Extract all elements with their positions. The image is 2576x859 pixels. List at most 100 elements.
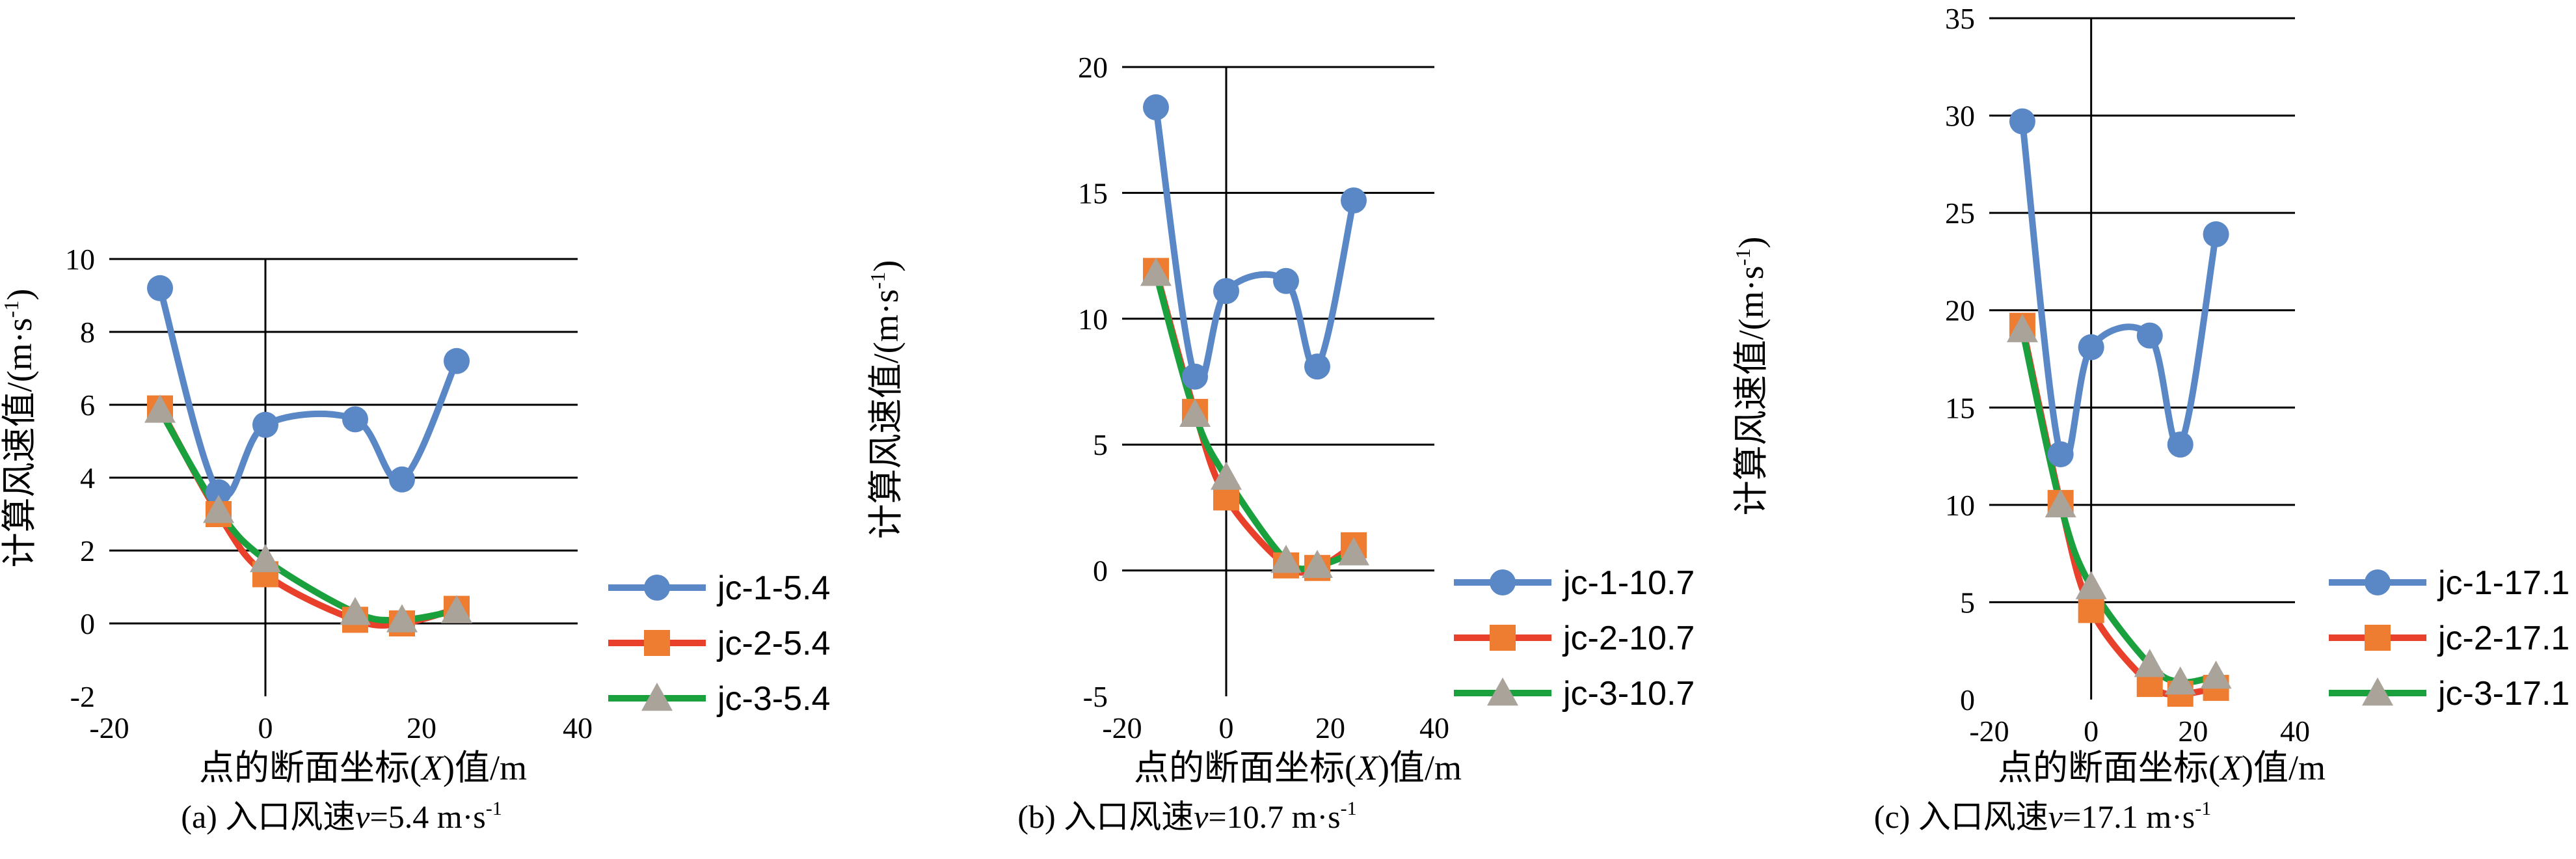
- y-tick-label: 20: [1078, 51, 1108, 84]
- data-point: [1140, 258, 1172, 286]
- data-point: [1302, 549, 1333, 579]
- series-line-1: [2019, 120, 2220, 465]
- x-tick-label: 40: [563, 711, 593, 744]
- legend-item-2: jc-2-5.4: [608, 625, 830, 662]
- y-tick-label: 10: [1078, 303, 1108, 336]
- y-tick-label: -2: [70, 680, 95, 713]
- data-point: [2006, 314, 2038, 342]
- legend-marker: [1490, 569, 1516, 595]
- y-tick-label: 15: [1945, 391, 1975, 424]
- y-tick-label: 5: [1093, 428, 1108, 461]
- legend-item-1: jc-1-10.7: [1454, 564, 1695, 602]
- data-point: [1182, 363, 1208, 390]
- legend-item-2: jc-2-17.1: [2329, 620, 2569, 657]
- y-axis-title: 计算风速值/(m·s-1): [866, 260, 906, 539]
- series-line-1: [1153, 107, 1357, 386]
- x-axis-title: 点的断面坐标(X)值/m: [1134, 748, 1462, 787]
- legend-marker: [641, 683, 673, 711]
- y-tick-label: 6: [80, 389, 95, 422]
- data-point: [1273, 267, 1299, 294]
- data-point: [2167, 431, 2194, 458]
- data-point: [1304, 353, 1330, 380]
- y-tick-label: 8: [80, 316, 95, 349]
- y-tick-label: 0: [1960, 683, 1975, 716]
- legend-item-2: jc-2-10.7: [1454, 620, 1695, 657]
- legend-marker: [2362, 677, 2393, 706]
- data-point: [2009, 108, 2035, 135]
- data-point: [444, 348, 470, 374]
- legend-marker: [2365, 569, 2391, 595]
- panel-caption: (a) 入口风速v=5.4 m·s-1: [181, 798, 502, 835]
- y-tick-label: 20: [1945, 294, 1975, 327]
- y-axis-title: 计算风速值/(m·s-1): [1731, 237, 1771, 516]
- data-point: [206, 479, 232, 506]
- x-tick-label: -20: [1969, 715, 2009, 748]
- x-tick-label: 20: [2178, 715, 2208, 748]
- legend-label: jc-3-17.1: [2437, 675, 2569, 713]
- series-line-1: [157, 287, 460, 500]
- data-point: [441, 595, 472, 623]
- x-tick-label: 40: [1419, 711, 1449, 744]
- y-tick-label: 10: [65, 243, 95, 276]
- data-point: [1338, 537, 1369, 566]
- y-tick-label: 10: [1945, 489, 1975, 522]
- x-tick-label: -20: [89, 711, 129, 744]
- legend-label: jc-2-5.4: [716, 625, 830, 662]
- legend-label: jc-3-5.4: [716, 680, 830, 718]
- x-axis-title: 点的断面坐标(X)值/m: [199, 748, 527, 787]
- legend-label: jc-2-17.1: [2437, 620, 2569, 657]
- data-point: [252, 411, 278, 438]
- legend-item-1: jc-1-5.4: [608, 569, 830, 607]
- x-axis-title: 点的断面坐标(X)值/m: [1998, 748, 2326, 787]
- legend-label: jc-1-17.1: [2437, 564, 2569, 602]
- data-point: [144, 394, 176, 423]
- data-point: [1213, 278, 1239, 305]
- panel-caption: (b) 入口风速v=10.7 m·s-1: [1017, 798, 1356, 835]
- data-point: [2203, 221, 2229, 248]
- data-point: [147, 275, 173, 301]
- y-tick-label: 35: [1945, 2, 1975, 35]
- legend-marker: [644, 575, 670, 601]
- legend-label: jc-3-10.7: [1562, 675, 1695, 713]
- data-point: [1341, 187, 1367, 214]
- y-tick-label: 30: [1945, 100, 1975, 133]
- data-point: [203, 495, 234, 523]
- data-point: [2047, 441, 2074, 468]
- data-point: [342, 406, 368, 433]
- y-tick-label: 5: [1960, 586, 1975, 619]
- legend-label: jc-1-5.4: [716, 569, 830, 607]
- y-tick-label: 0: [80, 607, 95, 640]
- data-point: [2164, 666, 2196, 695]
- x-tick-label: 0: [258, 711, 273, 744]
- data-point: [1179, 398, 1211, 427]
- legend-marker: [2365, 625, 2391, 651]
- x-tick-label: 20: [1315, 711, 1345, 744]
- data-point: [386, 604, 418, 633]
- legend-marker: [1490, 625, 1516, 651]
- data-point: [2075, 571, 2107, 599]
- data-point: [389, 466, 415, 493]
- series-line-2: [157, 407, 458, 629]
- data-point: [2078, 597, 2104, 623]
- x-tick-label: 40: [2280, 715, 2310, 748]
- y-tick-label: 4: [80, 461, 95, 495]
- legend-label: jc-2-10.7: [1562, 620, 1695, 657]
- data-point: [2200, 661, 2232, 689]
- y-tick-label: 15: [1078, 176, 1108, 210]
- legend-marker: [1487, 677, 1518, 706]
- y-tick-label: 0: [1093, 554, 1108, 588]
- data-point: [340, 597, 371, 625]
- y-tick-label: -5: [1083, 680, 1108, 713]
- legend-marker: [644, 630, 670, 656]
- series-line-3: [157, 408, 457, 624]
- data-point: [1143, 94, 1169, 120]
- legend-item-3: jc-3-5.4: [608, 680, 830, 718]
- data-point: [2134, 649, 2166, 677]
- data-point: [2136, 322, 2163, 349]
- legend-item-3: jc-3-17.1: [2329, 675, 2569, 713]
- data-point: [2045, 489, 2076, 518]
- y-tick-label: 25: [1945, 197, 1975, 230]
- data-point: [250, 544, 281, 573]
